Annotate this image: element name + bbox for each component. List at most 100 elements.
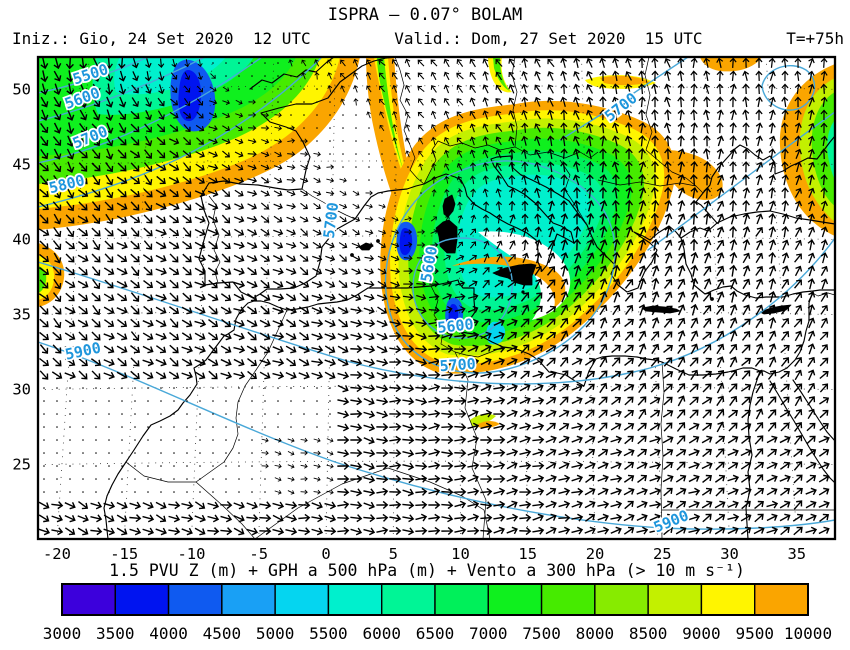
- wind-arrow: [127, 224, 142, 239]
- calm-dot: [212, 491, 214, 493]
- wind-arrow: [401, 525, 415, 537]
- wind-arrow: [740, 264, 752, 279]
- calm-dot: [303, 114, 305, 116]
- wind-arrow: [350, 214, 361, 224]
- wind-arrow: [271, 226, 285, 238]
- wind-arrow: [335, 329, 350, 343]
- calm-dot: [43, 400, 45, 402]
- wind-arrow: [479, 435, 492, 445]
- wind-arrow: [751, 446, 766, 461]
- calm-dot: [420, 192, 422, 194]
- calm-dot: [121, 387, 123, 389]
- wind-arrow: [582, 511, 598, 525]
- wind-arrow: [283, 355, 299, 369]
- calm-dot: [355, 140, 357, 142]
- wind-arrow: [38, 355, 52, 369]
- wind-arrow: [309, 369, 324, 381]
- calm-dot: [82, 452, 84, 454]
- wind-arrow: [374, 356, 389, 368]
- calm-dot: [407, 166, 409, 168]
- wind-arrow: [219, 212, 233, 226]
- wind-arrow: [712, 459, 727, 474]
- wind-arrow: [414, 474, 428, 485]
- calm-dot: [108, 452, 110, 454]
- wind-arrow: [219, 199, 233, 212]
- wind-arrow: [218, 355, 233, 369]
- wind-arrow: [349, 421, 363, 433]
- calm-dot: [43, 439, 45, 441]
- wind-arrow: [767, 83, 777, 95]
- calm-dot: [251, 413, 253, 415]
- wind-arrow: [442, 57, 453, 69]
- wind-arrow: [297, 251, 311, 265]
- wind-arrow: [205, 499, 220, 511]
- wind-arrow: [702, 108, 712, 122]
- wind-arrow: [816, 498, 831, 512]
- wind-arrow: [479, 447, 493, 459]
- wind-arrow: [400, 421, 415, 433]
- calm-dot: [342, 140, 344, 142]
- wind-arrow: [621, 511, 636, 525]
- wind-arrow: [751, 511, 766, 526]
- wind-arrow: [781, 83, 789, 95]
- wind-arrow: [62, 238, 78, 252]
- wind-arrow: [557, 513, 571, 523]
- wind-arrow: [738, 472, 754, 486]
- wind-arrow: [362, 317, 376, 329]
- colorbar-frame: [61, 583, 809, 616]
- wind-arrow: [374, 342, 390, 356]
- wind-arrow: [206, 200, 220, 212]
- wind-arrow: [712, 524, 728, 538]
- wind-arrow: [388, 409, 402, 419]
- wind-arrow: [647, 368, 663, 383]
- wind-arrow: [88, 512, 103, 524]
- calm-dot: [303, 127, 305, 129]
- x-tick-label: 30: [720, 545, 739, 563]
- wind-arrow: [596, 499, 610, 511]
- wind-arrow: [218, 512, 233, 524]
- wind-arrow: [556, 447, 571, 459]
- calm-dot: [225, 62, 227, 64]
- wind-arrow: [179, 250, 194, 265]
- calm-dot: [329, 140, 331, 142]
- wind-arrow: [556, 499, 571, 511]
- wind-arrow: [283, 525, 298, 537]
- wind-arrow: [556, 368, 571, 383]
- wind-arrow: [414, 435, 428, 445]
- wind-arrow: [634, 472, 650, 486]
- wind-arrow: [712, 433, 728, 447]
- wind-arrow: [299, 436, 308, 444]
- calm-dot: [186, 478, 188, 480]
- wind-arrow: [572, 83, 583, 96]
- wind-arrow: [727, 251, 739, 265]
- wind-arrow: [273, 462, 282, 470]
- wind-arrow: [245, 213, 259, 224]
- wind-arrow: [286, 163, 296, 171]
- wind-arrow: [375, 395, 389, 407]
- wind-arrow: [699, 381, 714, 396]
- wind-arrow: [50, 500, 64, 510]
- wind-arrow: [663, 109, 673, 122]
- wind-arrow: [738, 355, 754, 369]
- wind-arrow: [283, 512, 298, 524]
- wind-arrow: [701, 199, 713, 213]
- wind-arrow: [258, 238, 272, 252]
- calm-dot: [82, 400, 84, 402]
- wind-arrow: [699, 420, 715, 434]
- wind-arrow: [742, 83, 750, 95]
- calm-dot: [134, 439, 136, 441]
- wind-arrow: [764, 407, 779, 422]
- calm-dot: [264, 387, 266, 389]
- wind-arrow: [621, 433, 636, 448]
- wind-arrow: [804, 355, 818, 370]
- wind-arrow: [764, 420, 779, 435]
- wind-arrow: [517, 421, 532, 433]
- wind-arrow: [49, 328, 64, 343]
- wind-arrow: [621, 485, 637, 499]
- wind-arrow: [361, 329, 376, 343]
- wind-arrow: [754, 96, 764, 109]
- contour-label: 5600: [437, 315, 475, 337]
- wind-arrow: [530, 486, 545, 498]
- wind-arrow: [440, 435, 454, 445]
- wind-arrow: [635, 406, 649, 422]
